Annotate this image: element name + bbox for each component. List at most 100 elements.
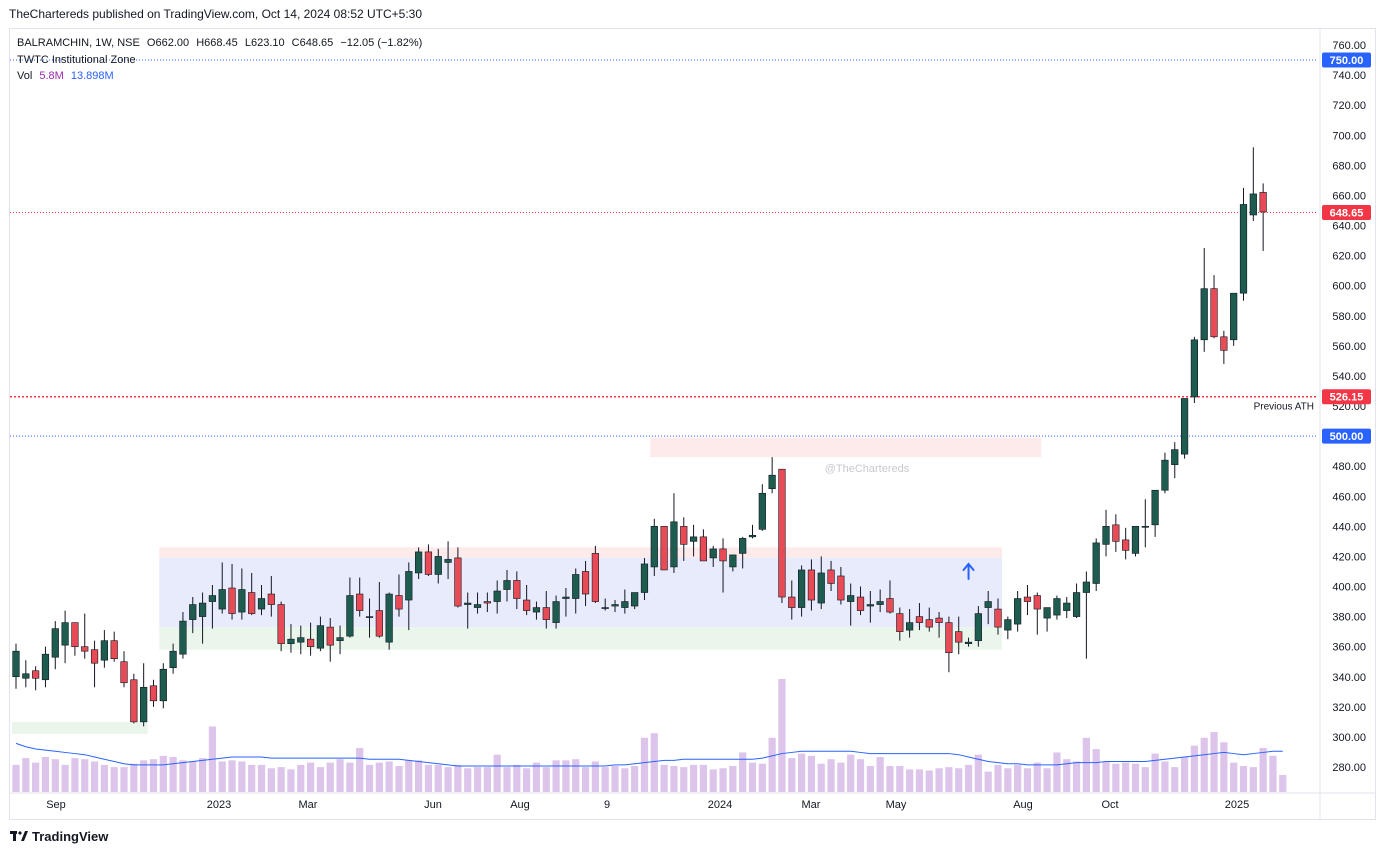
candle-down <box>1210 288 1218 338</box>
candle-up <box>611 604 619 607</box>
candle-up <box>670 521 678 568</box>
candle-down <box>680 526 688 545</box>
volume-bar <box>1200 737 1208 792</box>
volume-bar <box>483 767 491 792</box>
candle-down <box>90 649 99 664</box>
volume-bar <box>768 737 776 792</box>
candle-up <box>650 526 658 568</box>
volume-bar <box>591 761 599 792</box>
candle-up <box>503 580 511 590</box>
volume-bar <box>650 733 658 792</box>
volume-bar <box>1131 763 1140 792</box>
candle-up <box>729 554 737 568</box>
volume-bar <box>1190 745 1198 792</box>
volume-bar <box>896 766 904 792</box>
volume-bar <box>807 755 816 792</box>
volume-bar <box>307 762 315 792</box>
volume-bar <box>621 768 629 792</box>
volume-bar <box>140 760 148 792</box>
indicator-label[interactable]: TWTC Institutional Zone <box>17 53 136 66</box>
volume-bar <box>424 764 433 792</box>
candle-up <box>866 604 874 607</box>
y-tick-label: 340.00 <box>1332 672 1366 684</box>
candle-up <box>1151 489 1159 526</box>
candle-down <box>778 468 786 598</box>
candle-up <box>189 604 197 620</box>
candle-up <box>1072 592 1081 617</box>
y-tick-label: 560.00 <box>1332 341 1366 353</box>
candle-up <box>473 604 482 608</box>
vol-ma-value: 13.898M <box>70 70 114 82</box>
candle-up <box>1200 288 1208 341</box>
candle-down <box>994 608 1002 628</box>
candle-up <box>689 536 698 542</box>
volume-bar <box>719 768 727 792</box>
watermark-text: @TheChartereds <box>825 463 910 475</box>
volume-bar <box>159 755 167 792</box>
x-tick-label: Aug <box>510 799 530 811</box>
volume-bar <box>906 769 914 792</box>
x-tick-label: 9 <box>604 799 610 811</box>
candle-up <box>257 598 266 610</box>
footer-brand[interactable]: TradingView <box>10 829 108 844</box>
volume-bar <box>1141 767 1149 792</box>
volume-bar <box>100 764 108 792</box>
volume-bar <box>758 763 766 792</box>
volume-bar <box>198 758 207 792</box>
candle-down <box>120 661 128 684</box>
candle-up <box>208 595 217 602</box>
price-label-text: 648.65 <box>1330 207 1364 219</box>
volume-bar <box>562 760 570 792</box>
volume-bar <box>22 758 30 792</box>
volume-bar <box>935 768 943 792</box>
volume-bar <box>395 766 403 792</box>
publisher-line: TheChartereds published on TradingView.c… <box>9 7 423 21</box>
volume-bar <box>572 759 580 792</box>
volume-bar <box>1239 766 1248 792</box>
vol-label[interactable]: Vol <box>17 70 33 82</box>
volume-bar <box>1279 775 1287 792</box>
candle-down <box>277 604 285 644</box>
candle-up <box>906 622 914 631</box>
candle-up <box>532 607 541 613</box>
price-label-box <box>1322 389 1371 405</box>
candle-down <box>925 619 933 628</box>
candle-up <box>198 602 207 617</box>
candle-up <box>1043 607 1051 619</box>
volume-bar <box>169 756 177 792</box>
volume-bar <box>856 759 865 792</box>
symbol-label[interactable]: BALRAMCHIN, 1W, NSE <box>17 37 140 49</box>
candle-up <box>1180 398 1189 455</box>
candle-down <box>306 638 315 647</box>
candle-up <box>1082 581 1090 593</box>
candle-up <box>562 596 570 599</box>
volume-bar <box>1043 768 1051 792</box>
volume-bar <box>611 766 619 792</box>
volume-bar <box>660 764 668 792</box>
candle-up <box>768 474 776 490</box>
candle-up <box>552 601 560 623</box>
candle-down <box>71 622 79 647</box>
candle-up <box>159 668 167 702</box>
candle-up <box>218 589 226 610</box>
volume-bar <box>964 764 973 792</box>
x-tick-label: Sep <box>46 799 66 811</box>
candle-up <box>1239 204 1248 294</box>
candle-up <box>434 556 442 575</box>
change-value: −12.05 (−1.82%) <box>340 37 423 49</box>
volume-bar <box>670 766 678 792</box>
candle-up <box>797 569 806 608</box>
candle-up <box>179 620 187 655</box>
volume-bar <box>1249 767 1257 792</box>
vol-value: 5.8M <box>39 70 64 82</box>
volume-bar <box>287 769 295 792</box>
volume-bar <box>876 756 884 792</box>
volume-bar <box>1151 753 1159 792</box>
volume-bar <box>994 764 1002 792</box>
candle-up <box>464 602 472 605</box>
volume-bar <box>218 761 226 792</box>
candle-up <box>405 571 413 601</box>
candle-up <box>847 595 855 602</box>
volume-bar <box>375 762 383 792</box>
